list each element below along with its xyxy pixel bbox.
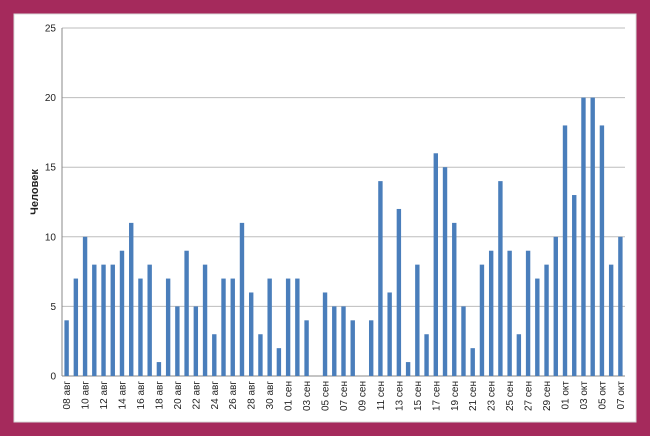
bar <box>304 320 309 376</box>
x-tick-label: 28 авг <box>247 381 258 410</box>
x-tick-label: 07 окт <box>616 381 627 410</box>
y-tick-label: 20 <box>45 93 57 104</box>
bar <box>424 334 429 376</box>
x-tick-label: 12 авг <box>99 381 110 410</box>
bar <box>129 222 134 376</box>
bar <box>341 306 346 376</box>
y-tick-label: 10 <box>45 232 57 243</box>
x-tick-label: 14 авг <box>117 381 128 410</box>
bar <box>82 236 88 376</box>
x-tick-label: 17 сен <box>431 381 442 411</box>
bar <box>479 264 485 376</box>
bar <box>507 250 512 376</box>
bar <box>396 208 402 376</box>
x-tick-label: 27 сен <box>524 381 535 411</box>
bar <box>368 320 374 376</box>
bar <box>202 264 208 376</box>
bar <box>249 292 254 376</box>
bar <box>461 306 466 376</box>
bar <box>433 153 438 376</box>
x-tick-label: 19 сен <box>450 381 461 411</box>
bar <box>267 278 272 376</box>
x-tick-label: 03 сен <box>302 381 313 411</box>
bar <box>470 348 475 376</box>
y-axis-label: Человек <box>29 169 41 215</box>
x-tick-label: 08 авг <box>62 381 73 410</box>
x-tick-label: 11 сен <box>376 381 387 410</box>
y-tick-label: 15 <box>45 163 57 174</box>
bar <box>239 222 245 376</box>
x-tick-label: 18 авг <box>154 381 165 410</box>
x-tick-label: 10 авг <box>81 381 92 410</box>
bar <box>101 264 106 376</box>
x-tick-label: 09 сен <box>357 381 368 411</box>
bar <box>156 362 162 376</box>
bar <box>258 334 263 376</box>
x-tick-label: 13 сен <box>394 381 405 411</box>
bar <box>175 306 180 376</box>
x-tick-label: 03 окт <box>579 381 590 410</box>
bar <box>350 320 355 376</box>
bar <box>553 236 558 376</box>
bar <box>378 181 383 376</box>
bar <box>608 264 614 376</box>
bar <box>92 264 97 376</box>
bar <box>230 278 235 376</box>
x-tick-label: 05 окт <box>597 381 608 410</box>
bar <box>295 278 300 376</box>
bar <box>562 125 568 376</box>
bar <box>516 334 522 376</box>
x-tick-label: 01 сен <box>284 381 295 411</box>
y-tick-label: 5 <box>50 302 56 313</box>
x-tick-label: 24 авг <box>210 381 221 410</box>
bar <box>221 278 226 376</box>
y-tick-label: 0 <box>50 372 56 383</box>
bar <box>387 292 392 376</box>
bar <box>452 222 457 376</box>
x-tick-label: 26 авг <box>228 381 239 410</box>
x-tick-label: 16 авг <box>136 381 147 410</box>
x-tick-label: 30 авг <box>265 381 276 410</box>
bar <box>193 306 199 376</box>
x-tick-label: 01 окт <box>561 381 572 410</box>
bar <box>64 320 69 376</box>
bar <box>184 250 189 376</box>
x-tick-label: 20 авг <box>173 381 184 410</box>
bar <box>525 250 531 376</box>
bar <box>110 264 115 376</box>
bar <box>165 278 171 376</box>
y-tick-label: 25 <box>45 24 57 35</box>
x-tick-label: 21 сен <box>468 381 479 411</box>
bar <box>544 264 549 376</box>
bar <box>590 97 595 376</box>
bar <box>442 167 448 376</box>
bar <box>212 334 217 376</box>
bar <box>405 362 411 376</box>
x-tick-label: 23 сен <box>487 381 498 411</box>
x-tick-label: 15 сен <box>413 381 424 411</box>
bar <box>276 348 282 376</box>
bar <box>322 292 328 376</box>
bar <box>488 250 494 376</box>
x-tick-label: 29 сен <box>542 381 553 411</box>
bar <box>73 278 79 376</box>
bar <box>119 250 125 376</box>
bar <box>138 278 143 376</box>
x-tick-label: 25 сен <box>505 381 516 411</box>
bar <box>415 264 420 376</box>
bar <box>572 195 577 376</box>
x-tick-label: 07 сен <box>339 381 350 411</box>
bar <box>581 97 586 376</box>
bar <box>618 236 623 376</box>
bar <box>147 264 152 376</box>
x-tick-label: 22 авг <box>191 381 202 410</box>
x-tick-label: 05 сен <box>321 381 332 411</box>
bar <box>599 125 605 376</box>
bar <box>535 278 540 376</box>
bar <box>332 306 337 376</box>
bar <box>285 278 291 376</box>
bar <box>498 181 503 376</box>
